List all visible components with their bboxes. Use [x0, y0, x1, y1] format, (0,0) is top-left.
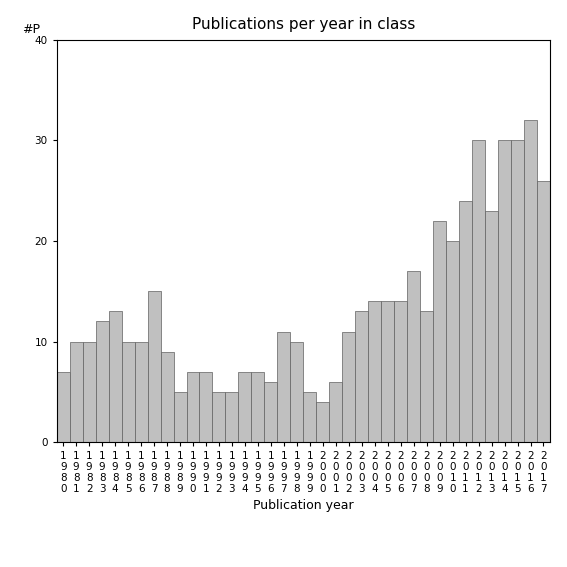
Bar — [342, 332, 356, 442]
Bar — [290, 341, 303, 442]
Bar — [446, 241, 459, 442]
Bar — [459, 201, 472, 442]
Bar — [316, 402, 329, 442]
Bar — [121, 341, 134, 442]
Bar — [356, 311, 368, 442]
Bar — [226, 392, 239, 442]
Title: Publications per year in class: Publications per year in class — [192, 16, 415, 32]
Text: #P: #P — [22, 23, 40, 36]
Bar — [329, 382, 342, 442]
Bar — [57, 372, 70, 442]
Bar — [277, 332, 290, 442]
Bar — [420, 311, 433, 442]
Bar — [251, 372, 264, 442]
Bar — [200, 372, 213, 442]
Bar — [160, 352, 174, 442]
Bar — [83, 341, 96, 442]
Bar — [524, 120, 537, 442]
Bar — [70, 341, 83, 442]
Bar — [485, 211, 498, 442]
X-axis label: Publication year: Publication year — [253, 499, 354, 512]
Bar — [511, 141, 524, 442]
Bar — [394, 302, 407, 442]
Bar — [213, 392, 226, 442]
Bar — [239, 372, 251, 442]
Bar — [96, 321, 109, 442]
Bar — [433, 221, 446, 442]
Bar — [368, 302, 381, 442]
Bar — [381, 302, 394, 442]
Bar — [174, 392, 187, 442]
Bar — [303, 392, 316, 442]
Bar — [187, 372, 200, 442]
Bar — [109, 311, 121, 442]
Bar — [147, 291, 160, 442]
Bar — [537, 180, 550, 442]
Bar — [134, 341, 147, 442]
Bar — [407, 271, 420, 442]
Bar — [498, 141, 511, 442]
Bar — [472, 141, 485, 442]
Bar — [264, 382, 277, 442]
